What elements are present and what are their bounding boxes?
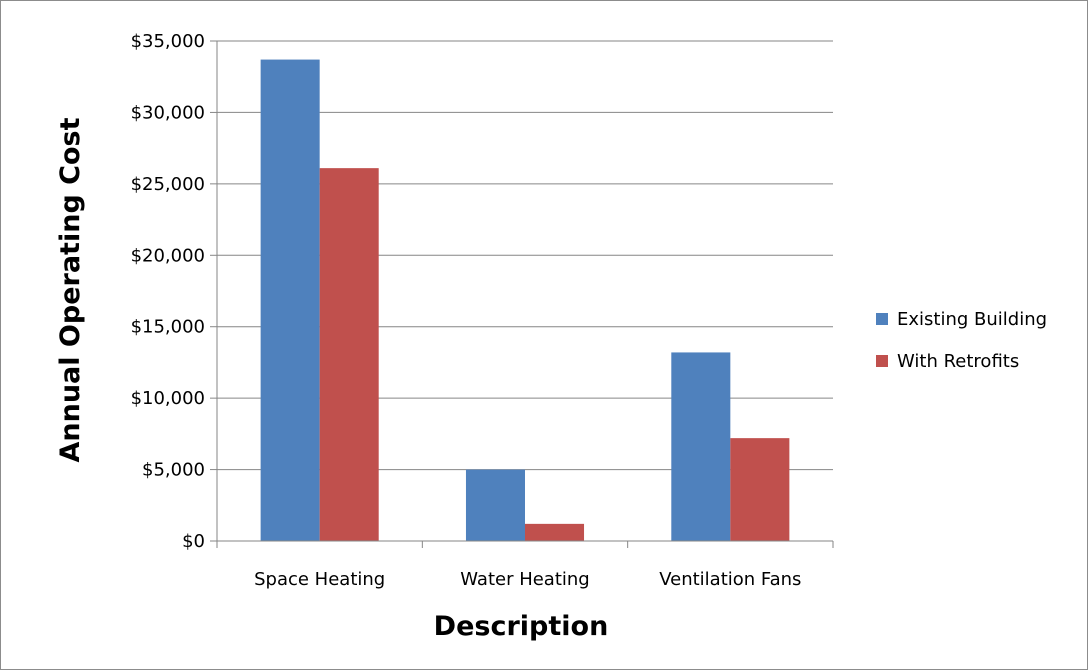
bar: [730, 438, 790, 541]
y-tick-label: $20,000: [131, 245, 205, 266]
y-tick-label: $10,000: [131, 388, 205, 409]
y-tick-label: $0: [182, 531, 205, 552]
x-tick-labels: Space Heating Water Heating Ventilation Fa…: [254, 569, 801, 590]
y-tick-label: $5,000: [142, 460, 205, 481]
y-tick-label: $15,000: [131, 317, 205, 338]
legend-swatch: [876, 355, 888, 367]
bar: [671, 352, 731, 541]
bar: [260, 59, 320, 541]
legend-label: With Retrofits: [897, 351, 1019, 372]
x-axis-title: Description: [434, 611, 609, 642]
x-tick-label: Ventilation Fans: [659, 569, 801, 590]
y-tick-label: $25,000: [131, 174, 205, 195]
bars: [260, 59, 790, 541]
y-axis-title: Annual Operating Cost: [55, 117, 86, 462]
y-tick-labels: $0 $5,000 $10,000 $15,000 $20,000 $25,000 $30,…: [131, 31, 205, 552]
legend-swatch: [876, 313, 888, 325]
x-tick-label: Water Heating: [460, 569, 589, 590]
bar: [319, 168, 379, 541]
x-tick-label: Space Heating: [254, 569, 385, 590]
bar: [465, 469, 525, 541]
y-tick-label: $35,000: [131, 31, 205, 52]
legend-label: Existing Building: [897, 309, 1047, 330]
y-tick-label: $30,000: [131, 102, 205, 123]
axes: [216, 41, 833, 542]
legend: Existing Building With Retrofits: [876, 309, 1047, 372]
bar: [525, 523, 585, 541]
